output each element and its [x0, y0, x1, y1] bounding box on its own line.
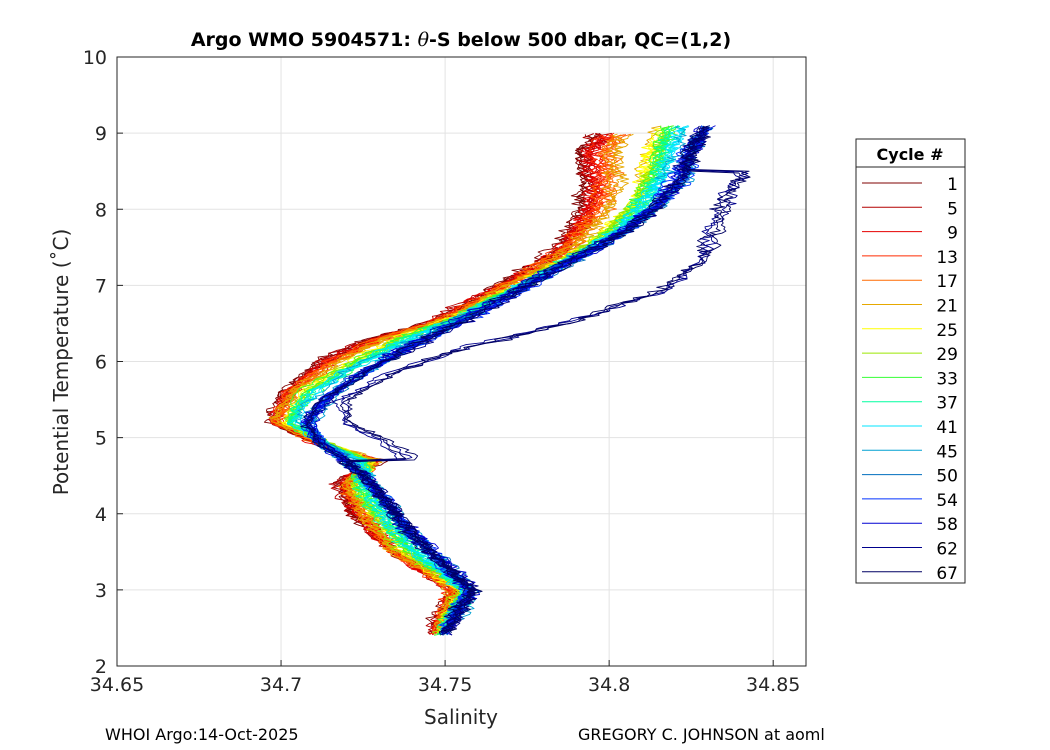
footer-left: WHOI Argo:14-Oct-2025: [105, 725, 299, 744]
legend-label: 41: [936, 418, 958, 438]
profile-line: [305, 126, 710, 629]
legend-box: [855, 138, 966, 584]
legend-label: 58: [936, 515, 958, 535]
legend-label: 67: [936, 564, 958, 584]
y-tick-label: 9: [95, 123, 107, 145]
legend-label: 50: [936, 467, 958, 487]
x-tick-label: 34.75: [418, 674, 472, 696]
y-axis: 2 3 4 5 6 7 8 9 10: [83, 47, 123, 678]
x-tick-label: 34.8: [588, 674, 630, 696]
legend-label: 21: [936, 297, 958, 317]
legend-label: 9: [947, 224, 958, 244]
y-tick-label: 5: [95, 428, 107, 450]
legend-label: 1: [947, 175, 958, 195]
legend-label: 17: [936, 272, 958, 292]
x-axis: 34.65 34.7 34.75 34.8 34.85: [90, 660, 800, 696]
chart-title: Argo WMO 5904571: θ-S below 500 dbar, QC…: [191, 29, 731, 51]
legend-label: 45: [936, 442, 958, 462]
profile-line: [271, 133, 621, 633]
x-tick-label: 34.65: [90, 674, 144, 696]
profile-line: [306, 126, 701, 635]
y-axis-label: Potential Temperature (˚C): [49, 229, 73, 496]
profile-line: [331, 125, 744, 629]
footer-right: GREGORY C. JOHNSON at aoml: [578, 725, 825, 744]
legend-title: Cycle #: [877, 145, 944, 164]
legend-label: 25: [936, 321, 958, 341]
legend-label: 33: [936, 369, 958, 389]
y-tick-label: 7: [95, 275, 107, 297]
profile-line: [300, 134, 711, 634]
profile-line: [339, 126, 741, 635]
y-tick-label: 10: [83, 47, 107, 69]
profile-line: [288, 125, 686, 629]
x-axis-label: Salinity: [424, 705, 498, 729]
y-tick-label: 8: [95, 199, 107, 221]
legend-label: 29: [936, 345, 958, 365]
x-tick-label: 34.85: [746, 674, 800, 696]
legend: Cycle # 1 5 9 13 17 21 25 29 33 37 41 45 50 54 58 62 67: [855, 138, 966, 584]
profile-lines: [263, 125, 751, 636]
legend-label: 62: [936, 540, 958, 560]
x-tick-label: 34.7: [260, 674, 302, 696]
legend-label: 54: [936, 491, 958, 511]
y-tick-label: 3: [95, 580, 107, 602]
legend-label: 13: [936, 248, 958, 268]
y-tick-label: 2: [95, 656, 107, 678]
y-tick-label: 4: [95, 504, 107, 526]
legend-label: 37: [936, 394, 958, 414]
legend-label: 5: [947, 199, 958, 219]
y-tick-label: 6: [95, 352, 107, 374]
